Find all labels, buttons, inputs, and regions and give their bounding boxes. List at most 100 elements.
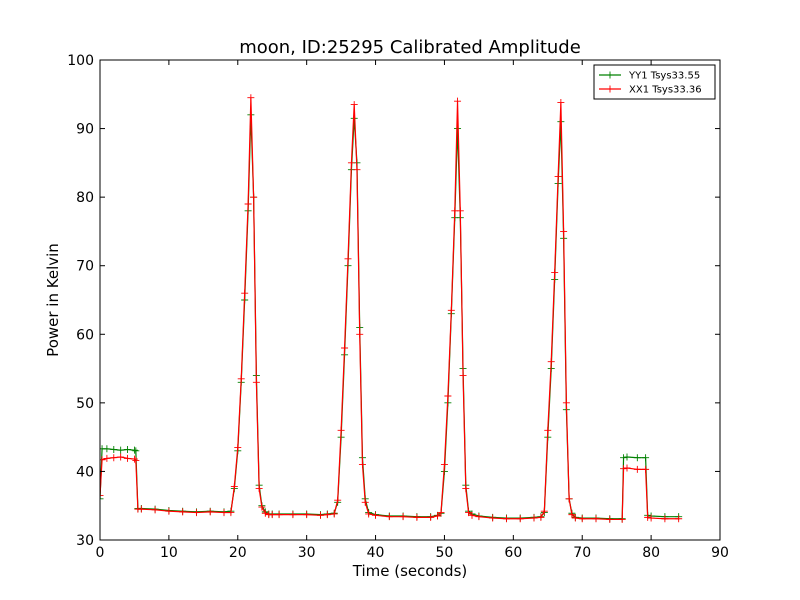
data-point <box>554 173 562 181</box>
data-point <box>130 446 138 454</box>
data-point <box>261 509 269 517</box>
data-point <box>132 456 140 464</box>
x-axis-label: Time (seconds) <box>352 562 468 580</box>
data-point <box>462 485 470 493</box>
plot-area <box>100 94 683 523</box>
data-point <box>456 207 464 215</box>
data-point <box>234 443 242 451</box>
data-point <box>606 515 614 523</box>
data-point <box>137 505 145 513</box>
data-point <box>413 513 421 521</box>
data-point <box>468 511 476 519</box>
x-tick-label: 60 <box>504 545 522 561</box>
data-point <box>547 358 555 366</box>
data-point <box>227 509 235 517</box>
x-tick-label: 10 <box>160 545 178 561</box>
data-point <box>361 498 369 506</box>
data-point <box>633 465 641 473</box>
data-point <box>540 507 548 515</box>
x-tick-label: 80 <box>642 545 660 561</box>
x-tick-label: 20 <box>229 545 247 561</box>
data-point <box>399 513 407 521</box>
data-point <box>557 99 565 107</box>
chart-title: moon, ID:25295 Calibrated Amplitude <box>239 37 581 58</box>
data-point <box>323 511 331 519</box>
y-tick-label: 100 <box>67 53 94 69</box>
data-point <box>434 512 442 520</box>
data-point <box>530 514 538 522</box>
data-point <box>100 456 106 464</box>
data-point <box>427 513 435 521</box>
data-point <box>444 392 452 400</box>
legend: YY1 Tsys33.55 XX1 Tsys33.36 <box>593 64 716 100</box>
x-tick-label: 40 <box>367 545 385 561</box>
data-point <box>130 455 138 463</box>
series-group <box>100 94 683 523</box>
y-tick-label: 30 <box>76 533 94 549</box>
series-line-2 <box>100 97 679 521</box>
data-point <box>124 454 132 462</box>
data-point <box>268 511 276 519</box>
data-point <box>560 227 568 235</box>
data-point <box>337 426 345 434</box>
data-point <box>623 464 631 472</box>
data-point <box>571 514 579 522</box>
data-point <box>356 330 364 338</box>
data-point <box>344 255 352 263</box>
data-point <box>537 513 545 521</box>
legend-box <box>593 64 716 100</box>
data-point <box>347 159 355 167</box>
y-tick-label: 60 <box>76 327 94 343</box>
data-point <box>330 510 338 518</box>
data-point <box>502 515 510 523</box>
data-point <box>220 509 228 517</box>
data-point <box>385 513 393 521</box>
plot-frame <box>99 59 721 541</box>
data-point <box>247 94 255 102</box>
y-tick-label: 40 <box>76 464 94 480</box>
data-point <box>516 515 524 523</box>
data-point <box>100 491 104 499</box>
data-point <box>117 446 125 454</box>
data-point <box>633 454 641 462</box>
legend-label-1: YY1 Tsys33.55 <box>628 71 700 82</box>
data-point <box>103 454 111 462</box>
data-point <box>275 511 283 519</box>
data-point <box>440 461 448 469</box>
data-point <box>437 509 445 517</box>
data-point <box>334 496 342 504</box>
data-point <box>544 426 552 434</box>
data-point <box>151 506 159 514</box>
x-tick-label: 50 <box>436 545 454 561</box>
data-point <box>255 485 263 493</box>
data-point <box>620 454 628 462</box>
data-point <box>568 511 576 519</box>
data-point <box>447 306 455 314</box>
data-point <box>675 515 683 523</box>
data-point <box>124 445 132 453</box>
data-point <box>103 445 111 453</box>
data-point <box>303 511 311 519</box>
y-axis-label: Power in Kelvin <box>44 243 62 357</box>
legend-label-2: XX1 Tsys33.36 <box>629 85 702 96</box>
data-point <box>647 514 655 522</box>
data-point <box>551 269 559 277</box>
data-point <box>179 508 187 516</box>
data-point <box>192 509 200 517</box>
data-point <box>454 125 462 133</box>
data-point <box>252 378 260 386</box>
data-point <box>353 166 361 174</box>
data-point <box>241 289 249 297</box>
y-tick-label: 70 <box>76 259 94 275</box>
x-tick-label: 90 <box>711 545 729 561</box>
data-point <box>372 511 380 519</box>
legend-marker-2 <box>606 85 614 93</box>
data-point <box>459 371 467 379</box>
data-point <box>489 514 497 522</box>
data-point <box>117 453 125 461</box>
y-tick-label: 50 <box>76 396 94 412</box>
data-point <box>100 495 104 503</box>
y-tick-label: 80 <box>76 190 94 206</box>
data-point <box>578 515 586 523</box>
